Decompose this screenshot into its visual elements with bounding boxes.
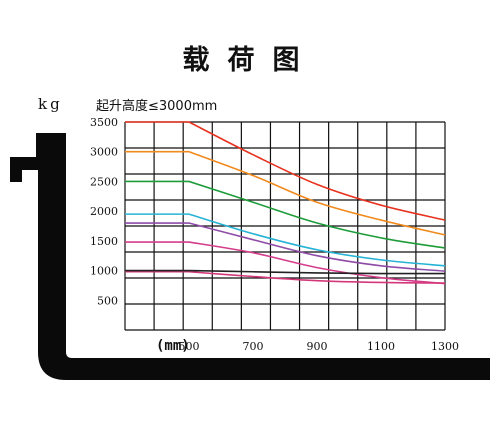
series-line-7 — [125, 270, 446, 284]
y-tick-label: 3000 — [90, 146, 118, 159]
y-tick-label: 1000 — [90, 265, 118, 278]
y-tick-label: 2000 — [90, 205, 118, 218]
y-tick-labels: 500 1000 1500 2000 2500 3000 3500 — [90, 116, 118, 307]
x-tick-label: 900 — [307, 340, 328, 353]
series-line-8 — [125, 269, 446, 275]
series-line-1 — [125, 121, 446, 221]
series-line-3 — [125, 180, 446, 249]
series-line-4 — [125, 213, 446, 267]
chart-grid — [124, 121, 446, 331]
x-tick-label: 500 — [179, 340, 200, 353]
x-tick-label: 700 — [243, 340, 264, 353]
y-tick-label: 1500 — [90, 235, 118, 248]
y-tick-label: 500 — [97, 294, 118, 307]
series-line-6 — [125, 241, 446, 285]
chart-series — [125, 121, 446, 285]
fork-silhouette — [10, 133, 490, 380]
x-tick-label: 1100 — [367, 340, 395, 353]
x-axis-unit: (mm) — [156, 338, 190, 354]
lift-height-note: 起升高度≤3000mm — [96, 99, 218, 114]
y-tick-label: 2500 — [90, 175, 118, 188]
series-line-5 — [125, 222, 446, 272]
chart-title: 载荷图 — [182, 45, 318, 76]
series-line-2 — [125, 150, 446, 236]
y-axis-unit: kg — [38, 95, 63, 113]
y-tick-label: 3500 — [90, 116, 118, 129]
x-tick-labels: 500 700 900 1100 1300 — [179, 340, 460, 353]
x-tick-label: 1300 — [431, 340, 459, 353]
